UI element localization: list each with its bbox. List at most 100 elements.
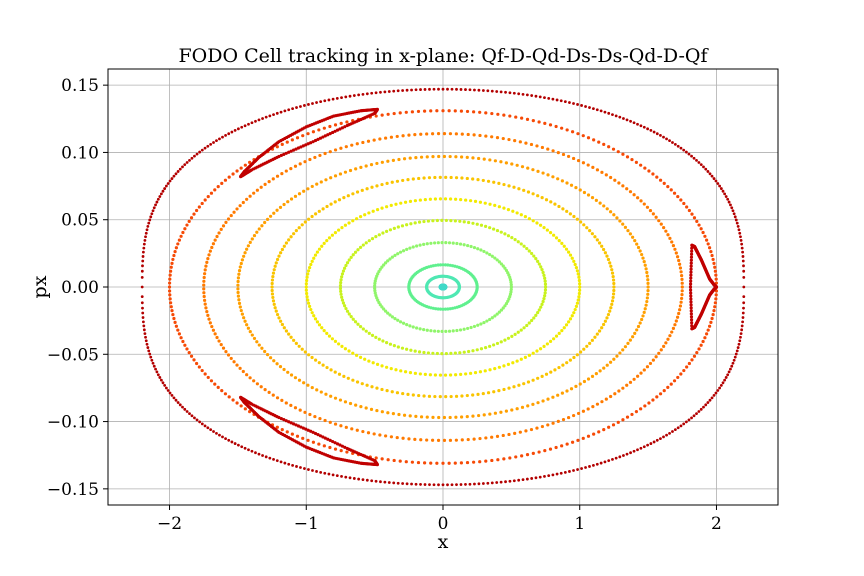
data-point — [307, 353, 311, 357]
orbit-ellipse — [167, 109, 719, 465]
data-point — [345, 450, 349, 454]
data-point — [442, 132, 447, 136]
data-point — [309, 307, 313, 312]
data-point — [628, 232, 632, 236]
data-point — [479, 223, 484, 227]
data-point — [512, 91, 516, 95]
data-point — [282, 367, 286, 372]
data-point — [227, 395, 231, 399]
data-point — [304, 285, 308, 289]
data-point — [178, 167, 182, 171]
data-point — [455, 328, 459, 333]
data-point — [537, 120, 541, 124]
data-point — [436, 263, 440, 267]
data-point — [169, 305, 173, 309]
data-point — [278, 205, 283, 209]
data-point — [708, 172, 712, 176]
data-point — [595, 402, 600, 406]
data-point — [313, 431, 318, 436]
data-point — [401, 321, 406, 325]
data-point — [518, 140, 522, 144]
data-point — [422, 394, 426, 398]
data-point — [279, 110, 283, 114]
data-point — [344, 145, 348, 149]
data-point — [339, 121, 343, 125]
orbit-separatrix — [140, 87, 746, 487]
data-point — [714, 293, 718, 297]
data-point — [344, 425, 348, 429]
data-point — [467, 220, 471, 225]
data-point — [678, 266, 683, 270]
data-point — [419, 132, 423, 136]
data-point — [671, 326, 676, 330]
data-point — [506, 234, 511, 238]
data-point — [678, 308, 682, 312]
data-point — [413, 437, 417, 441]
data-point — [299, 145, 303, 149]
data-point — [520, 454, 524, 458]
data-point — [317, 323, 322, 327]
data-point — [236, 283, 240, 287]
data-point — [602, 322, 606, 327]
data-point — [308, 157, 312, 162]
data-point — [289, 167, 293, 171]
data-point — [671, 244, 676, 248]
data-point — [502, 364, 506, 368]
data-point — [386, 159, 390, 163]
data-point — [220, 389, 224, 393]
data-point — [427, 176, 432, 180]
data-point — [451, 241, 455, 245]
data-point — [296, 146, 301, 150]
data-point — [152, 364, 156, 368]
data-point — [504, 409, 508, 413]
data-point — [484, 459, 488, 463]
data-point — [344, 95, 348, 99]
data-point — [284, 401, 288, 405]
data-point — [607, 145, 611, 149]
data-point — [710, 174, 714, 178]
data-point — [317, 361, 321, 365]
data-point — [655, 438, 659, 442]
data-point — [310, 355, 314, 360]
data-point — [174, 324, 178, 328]
data-point — [140, 301, 144, 305]
data-point — [478, 110, 482, 114]
data-point — [140, 285, 144, 289]
data-point — [603, 319, 607, 323]
data-point — [482, 249, 486, 254]
data-point — [324, 178, 328, 182]
data-point — [301, 134, 305, 138]
data-point — [284, 329, 289, 333]
data-point — [714, 273, 718, 277]
y-axis-label: px — [29, 275, 51, 298]
data-point — [170, 309, 174, 313]
data-point — [202, 279, 206, 283]
data-point — [574, 266, 578, 270]
data-point — [429, 109, 433, 113]
data-point — [422, 242, 426, 247]
data-point — [388, 257, 392, 261]
data-point — [609, 264, 613, 268]
data-point — [317, 247, 322, 251]
data-point — [515, 407, 519, 411]
data-point — [205, 260, 209, 264]
data-point — [218, 433, 221, 437]
data-point — [564, 323, 569, 327]
data-point — [236, 287, 240, 291]
data-point — [742, 306, 745, 310]
data-point — [472, 110, 476, 114]
data-point — [555, 98, 559, 102]
data-point — [337, 198, 342, 202]
data-point — [499, 230, 503, 234]
data-point — [345, 120, 349, 124]
data-point — [292, 338, 296, 342]
data-point — [578, 288, 582, 292]
data-point — [459, 155, 464, 159]
data-point — [475, 222, 479, 226]
data-point — [423, 197, 427, 202]
data-point — [268, 456, 272, 460]
data-point — [395, 134, 399, 139]
data-point — [339, 449, 343, 453]
data-point — [542, 273, 546, 277]
data-point — [493, 411, 497, 415]
